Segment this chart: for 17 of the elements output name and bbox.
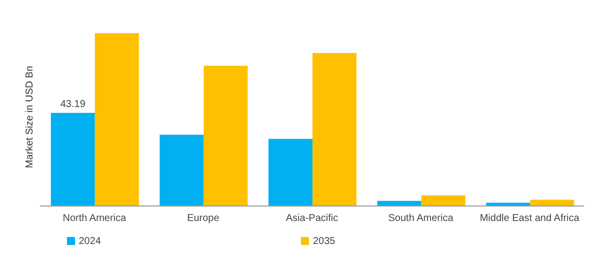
bar: [94, 33, 139, 206]
y-axis-title: Market Size in USD Bn: [24, 66, 36, 168]
x-tick-label: Europe: [187, 213, 220, 224]
bar: [204, 66, 248, 206]
legend-label: 2035: [313, 236, 336, 247]
data-label: 43.19: [60, 98, 86, 110]
x-tick-label: Asia-Pacific: [286, 213, 338, 224]
bar: [312, 53, 356, 206]
bar: [50, 112, 95, 206]
x-tick-label: South America: [388, 213, 454, 224]
x-tick-label: Middle East and Africa: [480, 213, 580, 224]
bar: [530, 200, 574, 206]
x-tick-label: North America: [62, 213, 127, 224]
bar: [160, 134, 204, 206]
bar: [421, 195, 466, 206]
bar: [268, 138, 312, 206]
legend-label: 2024: [78, 236, 101, 247]
